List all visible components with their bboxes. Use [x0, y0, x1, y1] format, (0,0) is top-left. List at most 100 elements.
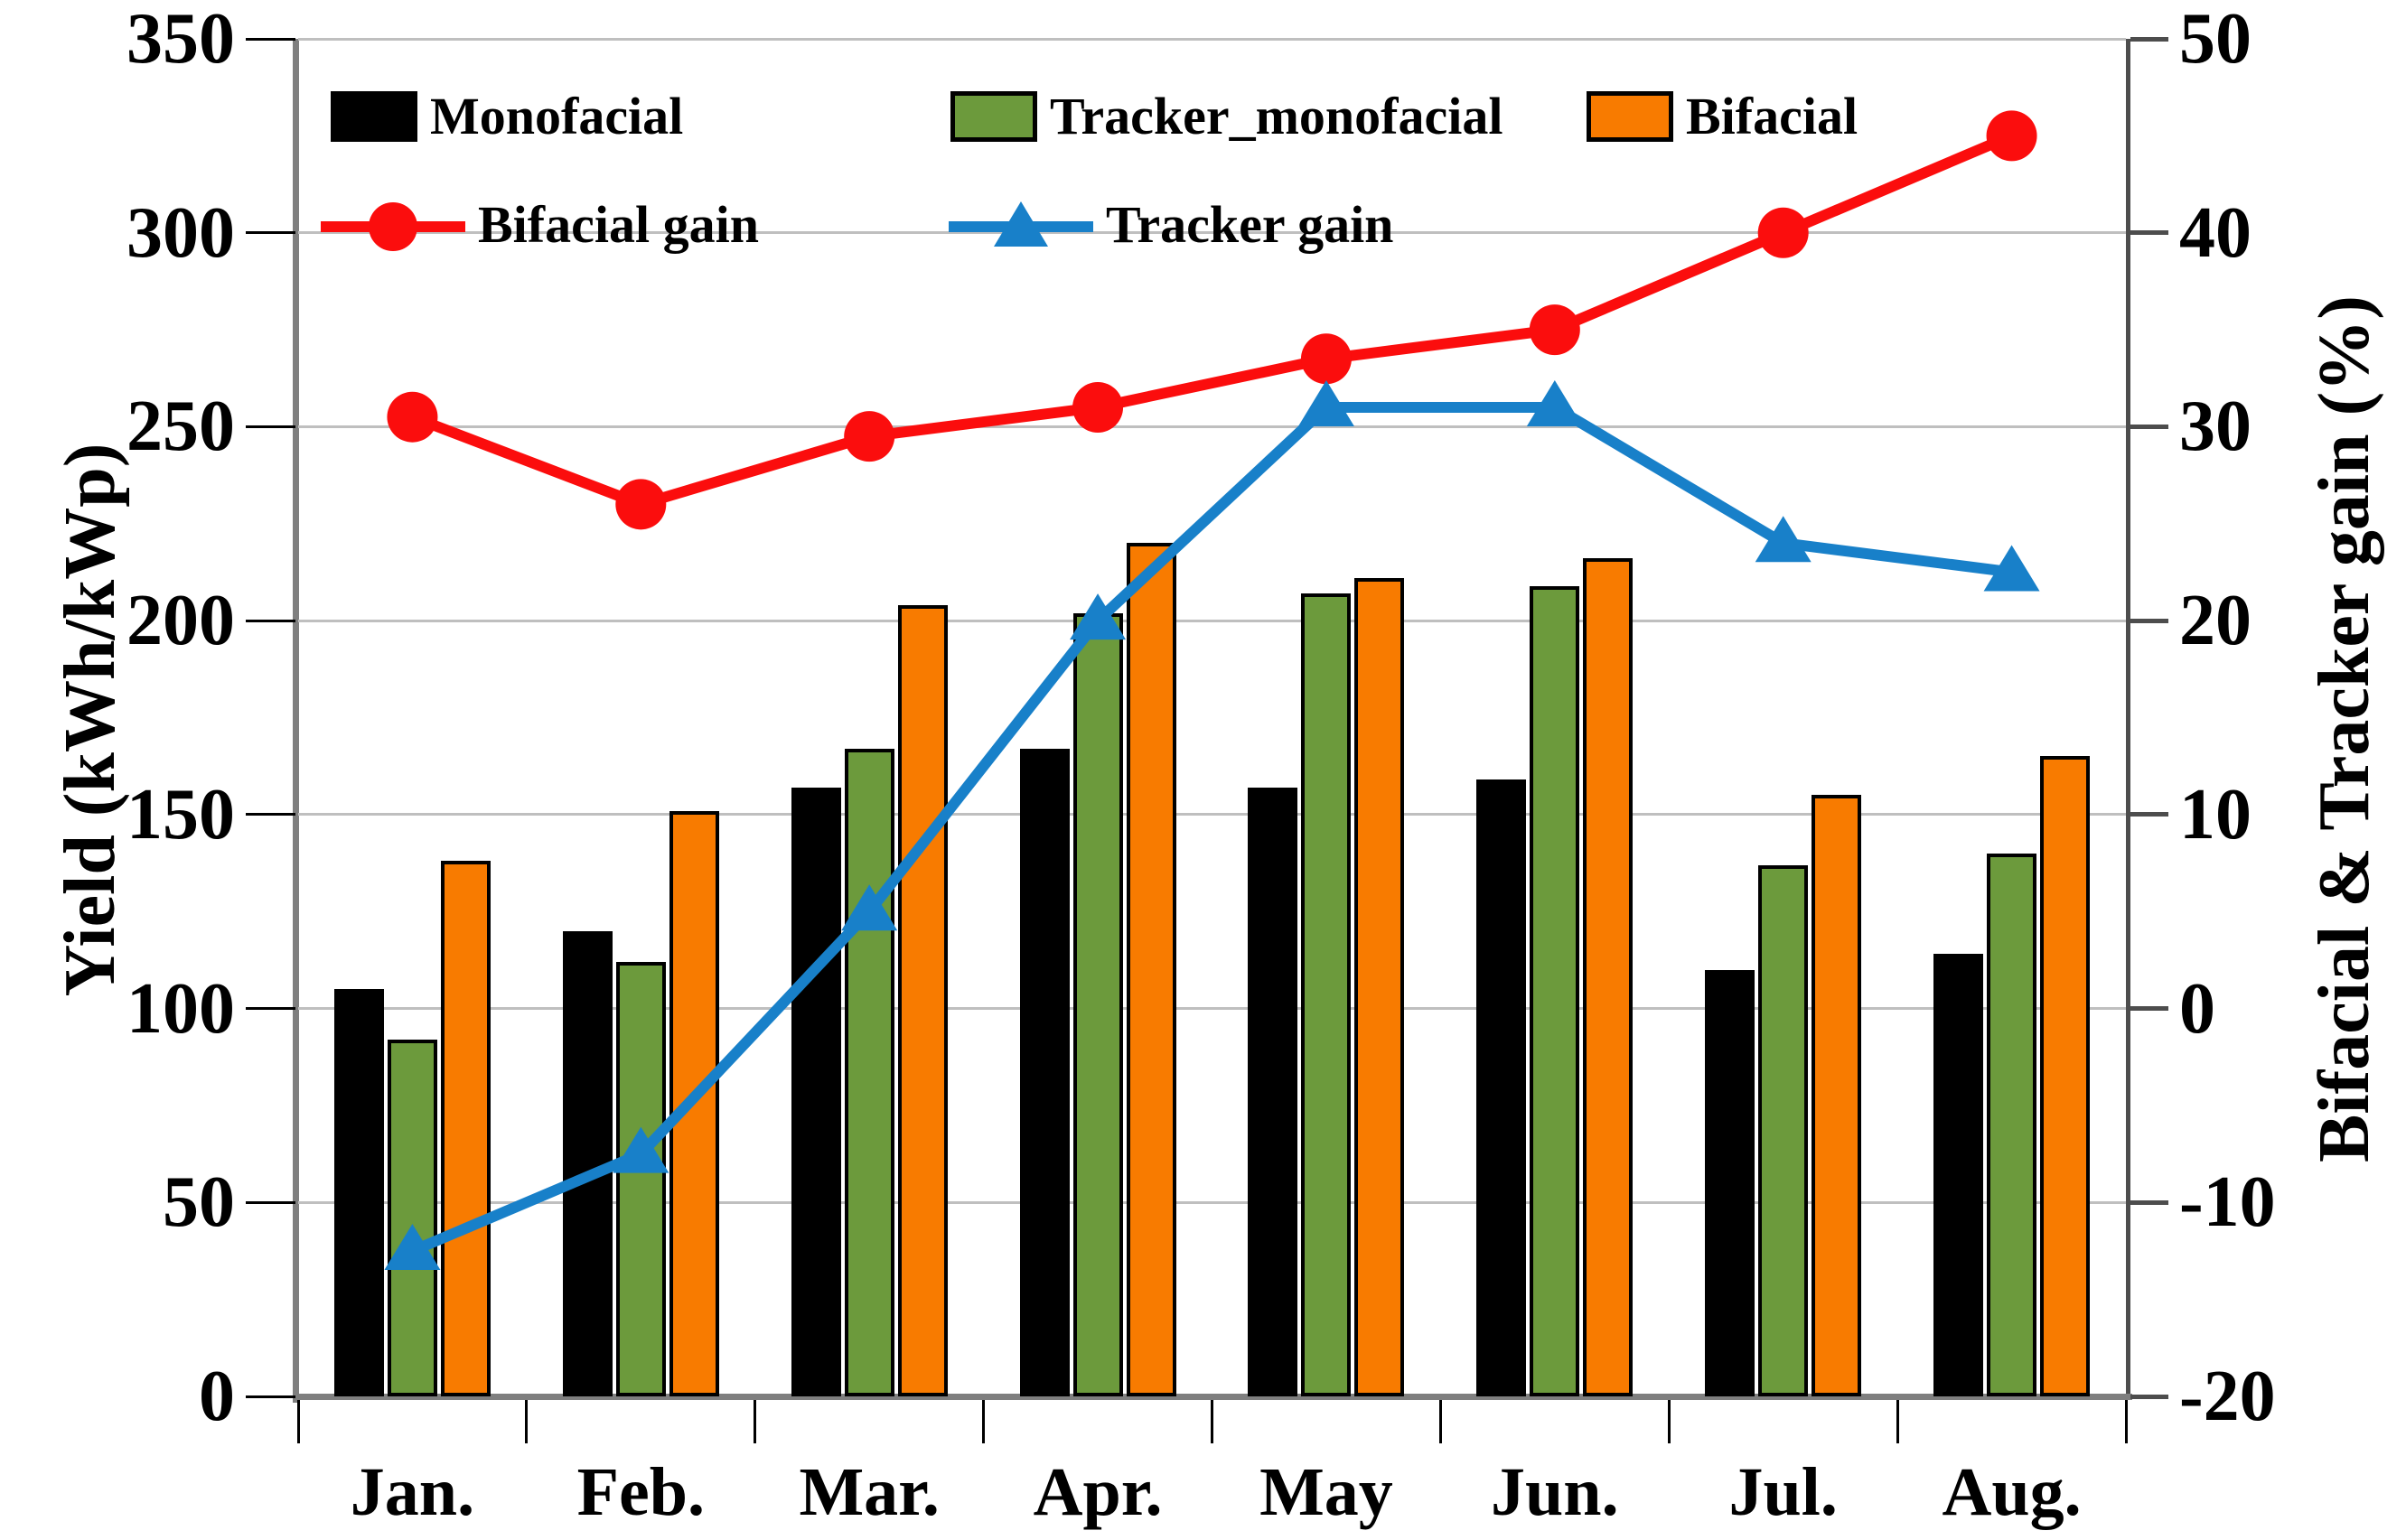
x-axis-tick-7 [1896, 1400, 1899, 1443]
y-axis-tick-250 [246, 425, 295, 428]
circle-marker-bifacial-gain-Jul [1757, 207, 1809, 258]
right-axis-tick-label-10: 10 [2179, 774, 2252, 854]
right-axis-tick-label-30: 30 [2179, 387, 2252, 467]
y-axis-tick-label-350: 350 [126, 0, 235, 79]
y-axis-tick-0 [246, 1395, 295, 1398]
gridline-150 [298, 813, 2126, 817]
x-axis-tick-8 [2124, 1400, 2128, 1443]
y-axis-tick-100 [246, 1007, 295, 1011]
right-axis-tick-50 [2130, 36, 2168, 42]
circle-marker-bifacial-gain-Apr [1072, 381, 1124, 433]
bar-tracker_monofacial-May [1301, 593, 1352, 1396]
y-axis-tick-200 [246, 619, 295, 622]
y-axis-tick-350 [246, 37, 295, 41]
right-axis-tick--20 [2130, 1394, 2168, 1399]
legend-item-bifacial: Bifacial [1587, 89, 1858, 144]
triangle-marker-tracker-gain-May [1297, 379, 1354, 426]
right-axis-tick-30 [2130, 424, 2168, 429]
x-axis-tick-0 [296, 1400, 300, 1443]
y-axis-tick-50 [246, 1200, 295, 1204]
legend-label-monofacial: Monofacial [430, 87, 684, 145]
right-axis-tick-0 [2130, 1006, 2168, 1012]
legend-label-bifacial-gain: Bifacial gain [478, 195, 759, 254]
bar-tracker_monofacial-Jul [1758, 864, 1809, 1396]
bar-monofacial-Aug [1933, 954, 1984, 1396]
bar-bifacial-Jan [440, 861, 491, 1396]
right-axis-tick-label-40: 40 [2179, 192, 2252, 273]
x-axis-tick-3 [982, 1400, 986, 1443]
bar-monofacial-Mar [791, 787, 841, 1396]
line-tracker-gain [410, 401, 2013, 1256]
right-axis-tick-20 [2130, 618, 2168, 623]
y-axis-tick-300 [246, 231, 295, 235]
bar-monofacial-May [1248, 787, 1298, 1396]
tracker-gain-marker-icon [949, 200, 1093, 250]
circle-marker-bifacial-gain-Jun [1529, 304, 1580, 356]
triangle-marker-tracker-gain-Mar [841, 884, 898, 931]
bar-bifacial-Mar [897, 604, 948, 1396]
bar-tracker_monofacial-Mar [844, 748, 894, 1396]
legend-label-bifacial: Bifacial [1686, 87, 1858, 145]
x-axis-label-Mar: Mar. [799, 1454, 940, 1530]
right-axis-tick-label--20: -20 [2179, 1357, 2276, 1436]
right-axis-title: Bifacial & Tracker gain (%) [2305, 295, 2384, 1162]
bar-bifacial-Aug [2040, 756, 2091, 1396]
y-axis-tick-label-250: 250 [126, 387, 235, 467]
circle-marker-bifacial-gain-Mar [844, 411, 895, 462]
triangle-marker-tracker-gain-Jan [384, 1223, 441, 1270]
bar-bifacial-Apr [1126, 543, 1176, 1396]
bar-bifacial-Jun [1583, 558, 1634, 1396]
x-axis-tick-4 [1211, 1400, 1213, 1443]
circle-marker-bifacial-gain-Aug [1986, 110, 2037, 162]
right-axis-tick-label-50: 50 [2179, 0, 2252, 79]
right-axis-tick-label--10: -10 [2179, 1162, 2276, 1243]
right-axis-tick-10 [2130, 812, 2168, 817]
plot-area [298, 37, 2126, 1396]
y-axis-tick-label-50: 50 [163, 1162, 235, 1243]
line-series-layer [384, 110, 2040, 1270]
left-axis-spine [293, 39, 299, 1403]
monofacial-swatch [331, 91, 417, 142]
gridline-300 [298, 231, 2126, 235]
gridline-250 [298, 425, 2126, 428]
legend-item-tracker-monofacial: Tracker_monofacial [950, 89, 1503, 144]
right-axis-tick-label-0: 0 [2179, 968, 2215, 1049]
x-axis-label-Aug: Aug. [1942, 1454, 2082, 1530]
bar-monofacial-Feb [562, 930, 613, 1396]
legend-label-tracker-gain: Tracker gain [1106, 195, 1394, 254]
bar-tracker_monofacial-Apr [1072, 612, 1123, 1396]
legend-label-tracker-monofacial: Tracker_monofacial [1050, 87, 1503, 145]
x-axis-label-Jun: Jun. [1491, 1454, 1619, 1530]
bar-bifacial-May [1354, 577, 1405, 1396]
y-axis-tick-label-100: 100 [126, 968, 235, 1049]
bar-tracker_monofacial-Feb [615, 962, 666, 1396]
bar-bifacial-Jul [1812, 795, 1862, 1396]
right-axis-tick-40 [2130, 230, 2168, 236]
bar-tracker_monofacial-Aug [1987, 853, 2037, 1396]
right-axis-tick-label-20: 20 [2179, 581, 2252, 661]
gridline-350 [298, 37, 2126, 41]
triangle-marker-tracker-gain-Apr [1070, 593, 1127, 640]
triangle-marker-tracker-gain-Jul [1755, 516, 1812, 563]
x-axis-tick-6 [1667, 1400, 1671, 1443]
legend-item-tracker-gain: Tracker gain [949, 198, 1393, 252]
x-axis-label-Jul: Jul. [1728, 1454, 1838, 1530]
right-axis-spine [2126, 39, 2130, 1396]
bar-tracker_monofacial-Jan [387, 1039, 437, 1396]
bar-monofacial-Jun [1476, 779, 1527, 1396]
bar-monofacial-Jan [333, 989, 384, 1396]
gridline-200 [298, 619, 2126, 622]
y-axis-tick-label-300: 300 [126, 192, 235, 273]
right-axis-tick--10 [2130, 1199, 2168, 1205]
bar-monofacial-Apr [1019, 748, 1070, 1396]
x-axis-label-Feb: Feb. [576, 1454, 706, 1530]
legend-item-bifacial-gain: Bifacial gain [321, 198, 759, 252]
bottom-axis-spine [293, 1394, 2132, 1400]
triangle-marker-tracker-gain-Aug [1983, 545, 2040, 592]
triangle-marker-tracker-gain-Feb [613, 1126, 669, 1173]
y-axis-tick-150 [246, 813, 295, 817]
circle-marker-bifacial-gain-May [1300, 333, 1352, 385]
x-axis-tick-5 [1438, 1400, 1442, 1443]
x-axis-tick-2 [754, 1400, 757, 1443]
